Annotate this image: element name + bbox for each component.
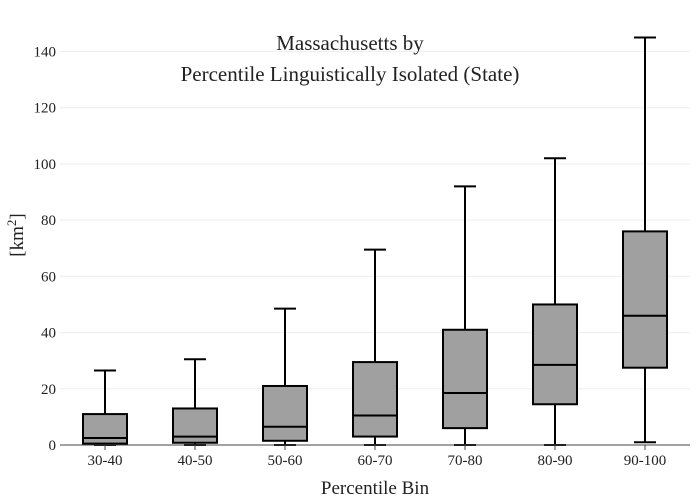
y-tick-label-60: 60 bbox=[41, 269, 56, 285]
iqr-box-70-80 bbox=[442, 328, 488, 430]
iqr-box-50-60 bbox=[262, 384, 308, 442]
y-tick-label-40: 40 bbox=[41, 326, 56, 342]
y-tick-label-0: 0 bbox=[49, 438, 57, 454]
x-axis-title: Percentile Bin bbox=[321, 478, 430, 499]
x-tick-label-90-100: 90-100 bbox=[624, 453, 667, 469]
box-80-90 bbox=[532, 157, 578, 446]
x-tick-label-60-70: 60-70 bbox=[358, 453, 393, 469]
x-axis-ticks: 30-40 40-50 50-60 60-70 70-80 80-90 90-100 bbox=[88, 445, 667, 469]
iqr-box-40-50 bbox=[172, 407, 218, 444]
box-30-40 bbox=[82, 369, 128, 446]
y-tick-label-120: 120 bbox=[34, 101, 57, 117]
y-tick-label-20: 20 bbox=[41, 382, 56, 398]
box-50-60 bbox=[262, 307, 308, 446]
iqr-box-30-40 bbox=[82, 413, 128, 445]
box-series bbox=[82, 36, 668, 446]
chart-title-line-2: Percentile Linguistically Isolated (Stat… bbox=[181, 62, 520, 86]
iqr-box-90-100 bbox=[622, 230, 668, 369]
y-axis-title-end: ] bbox=[7, 213, 28, 219]
y-axis-title-base: [km bbox=[7, 226, 28, 257]
chart-title-line-1: Massachusetts by bbox=[276, 31, 424, 55]
iqr-box-60-70 bbox=[352, 361, 398, 438]
y-axis-ticks: 0 20 40 60 80 100 120 140 bbox=[34, 45, 57, 455]
x-tick-label-70-80: 70-80 bbox=[448, 453, 483, 469]
box-60-70 bbox=[352, 248, 398, 446]
y-tick-label-80: 80 bbox=[41, 213, 56, 229]
x-tick-label-30-40: 30-40 bbox=[88, 453, 123, 469]
y-tick-label-140: 140 bbox=[34, 45, 57, 61]
box-40-50 bbox=[172, 358, 218, 446]
iqr-box-80-90 bbox=[532, 303, 578, 406]
x-tick-label-50-60: 50-60 bbox=[268, 453, 303, 469]
y-axis-title-superscript: 2 bbox=[4, 220, 19, 227]
y-tick-label-100: 100 bbox=[34, 157, 57, 173]
x-tick-label-80-90: 80-90 bbox=[538, 453, 573, 469]
box-70-80 bbox=[442, 185, 488, 446]
y-axis-title: [km2] bbox=[4, 213, 28, 256]
x-tick-label-40-50: 40-50 bbox=[178, 453, 213, 469]
box-90-100 bbox=[622, 36, 668, 444]
